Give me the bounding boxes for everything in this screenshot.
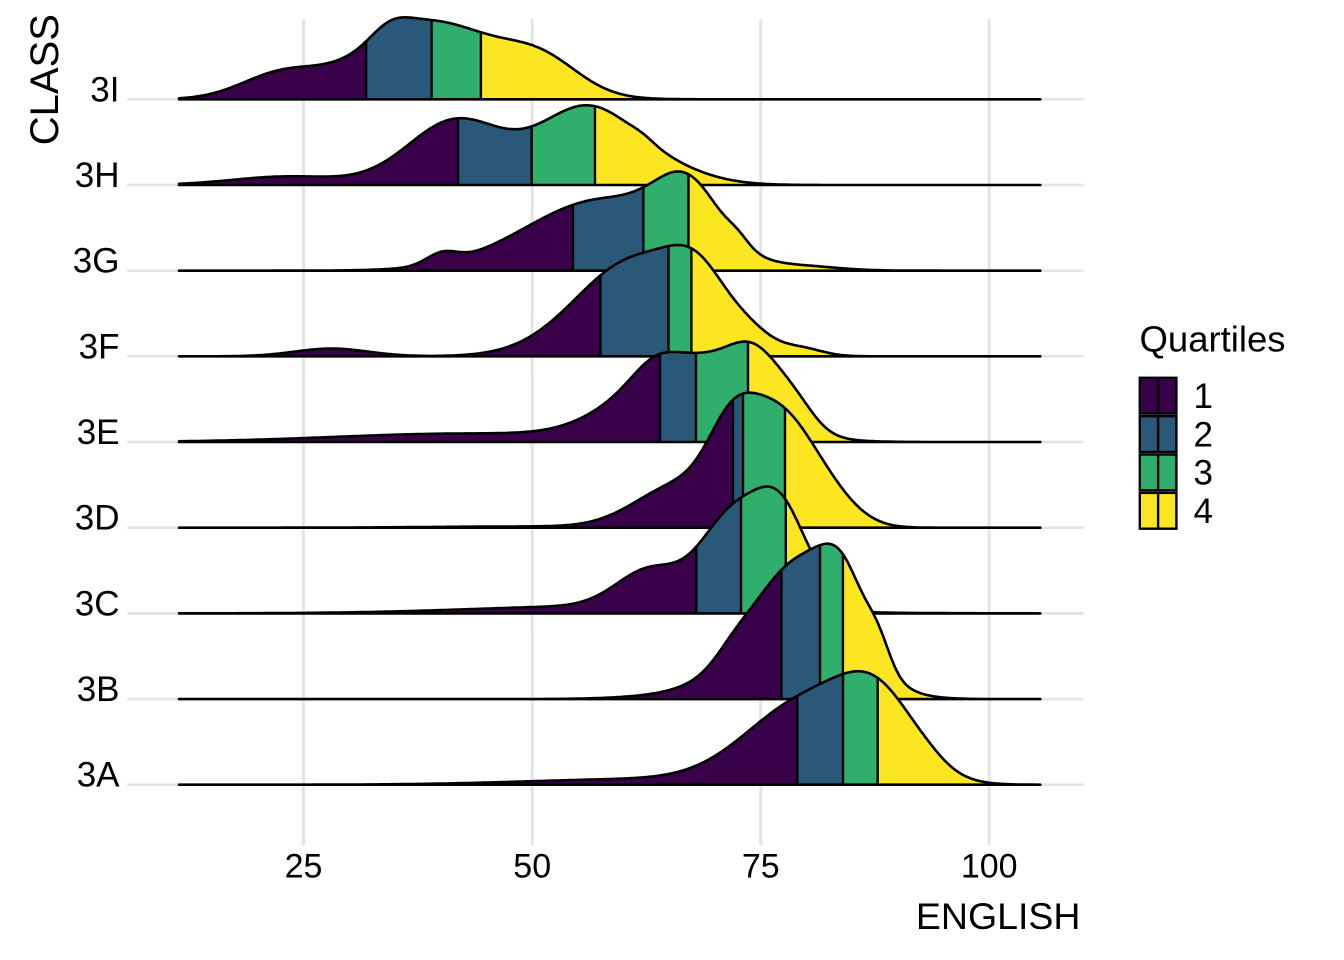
svg-text:ENGLISH: ENGLISH: [916, 895, 1081, 937]
svg-text:3G: 3G: [73, 242, 120, 281]
svg-text:3C: 3C: [75, 584, 120, 623]
svg-text:3I: 3I: [90, 70, 119, 109]
svg-text:100: 100: [961, 848, 1018, 886]
svg-text:4: 4: [1194, 492, 1213, 531]
svg-text:75: 75: [742, 848, 780, 886]
svg-text:Quartiles: Quartiles: [1140, 319, 1286, 360]
svg-text:1: 1: [1194, 377, 1213, 416]
svg-text:CLASS: CLASS: [23, 14, 67, 145]
svg-text:2: 2: [1194, 415, 1213, 454]
svg-text:50: 50: [513, 848, 551, 886]
svg-text:3: 3: [1194, 454, 1213, 493]
svg-text:3A: 3A: [77, 756, 120, 795]
svg-text:25: 25: [285, 848, 323, 886]
svg-text:3E: 3E: [77, 413, 120, 452]
svg-text:3B: 3B: [77, 670, 120, 709]
svg-text:3D: 3D: [75, 499, 120, 538]
svg-text:3H: 3H: [75, 156, 120, 195]
svg-text:3F: 3F: [79, 327, 120, 366]
